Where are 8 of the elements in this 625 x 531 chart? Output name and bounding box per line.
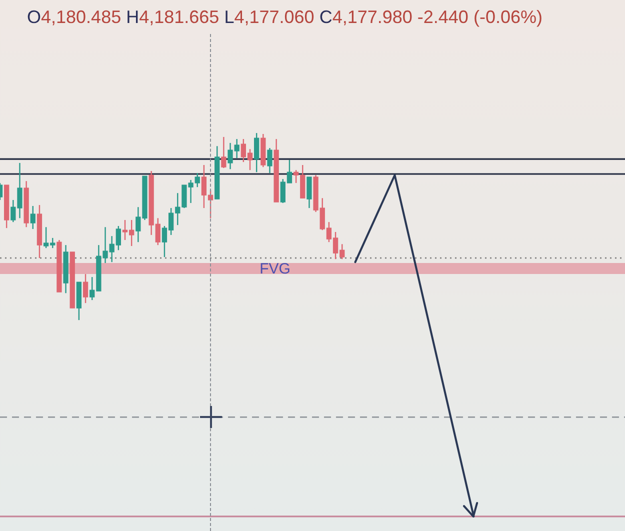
- chart-title: O4,180.485 H4,181.665 L4,177.060 C4,177.980 -2.440 (-0.06%): [27, 7, 542, 27]
- band-label: FVG: [260, 260, 290, 278]
- candlestick: [267, 147, 272, 174]
- candlestick: [30, 205, 36, 230]
- candlestick: [306, 176, 312, 209]
- candlestick: [82, 273, 88, 304]
- candlestick: [254, 132, 260, 173]
- candlestick: [221, 136, 226, 169]
